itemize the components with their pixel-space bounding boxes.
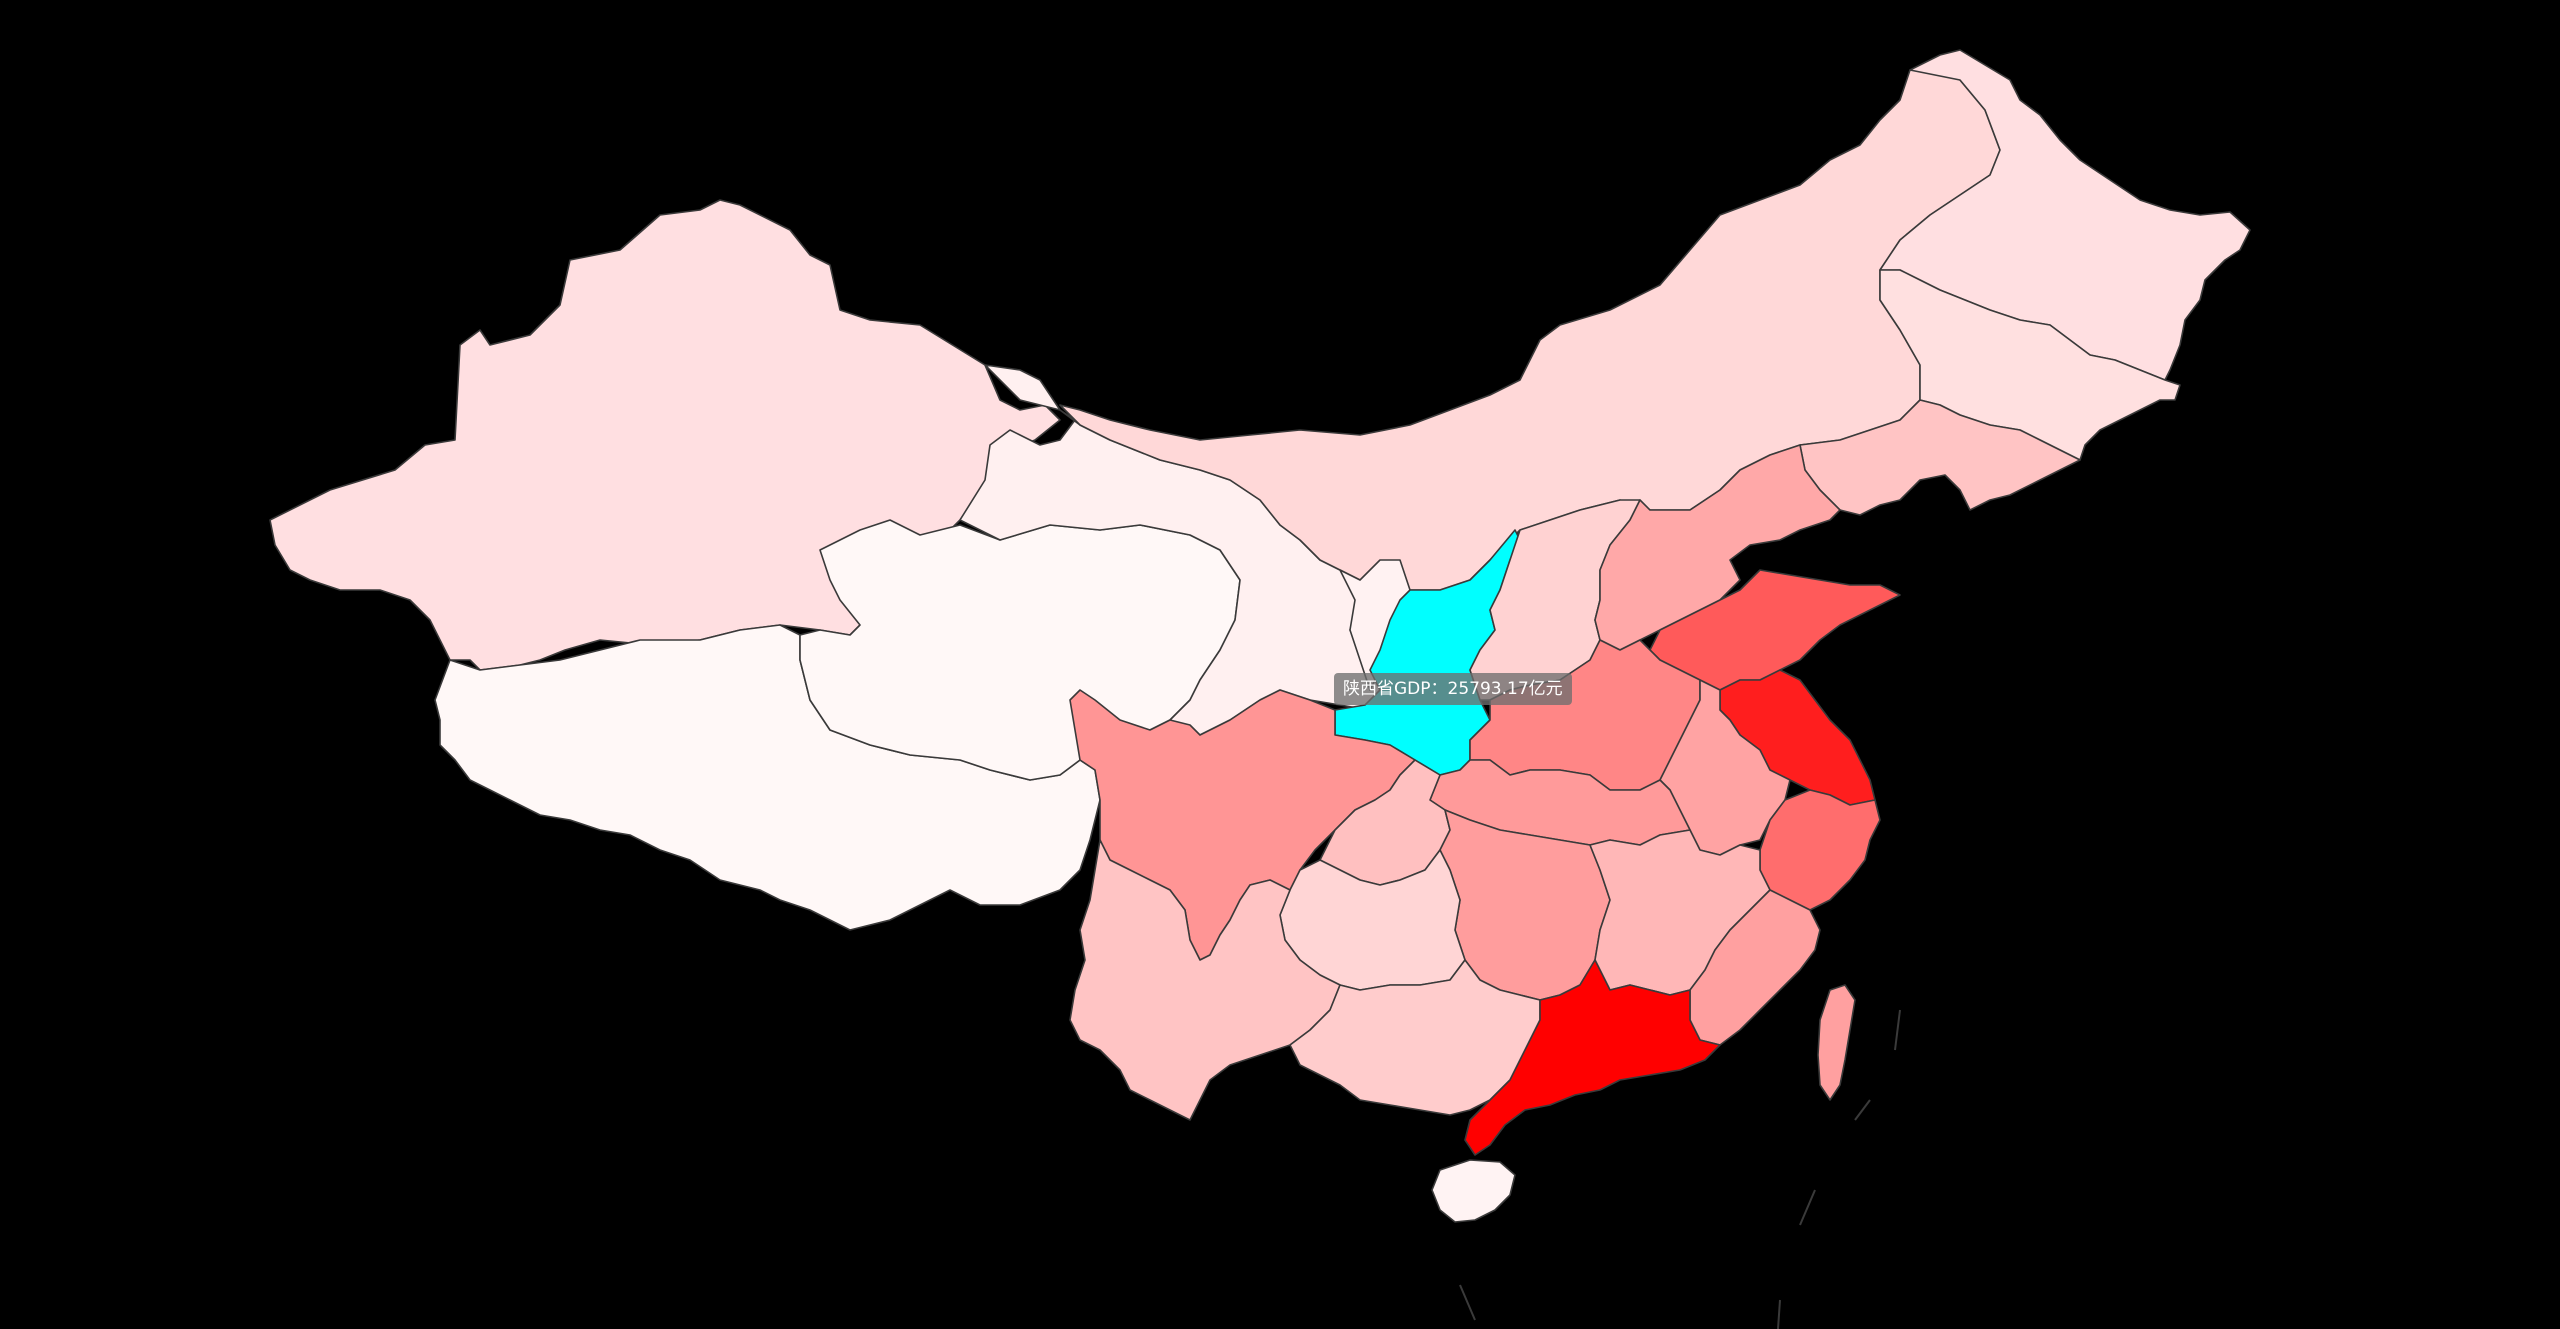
region-hainan[interactable] bbox=[1431, 1159, 1516, 1223]
region-tibet[interactable] bbox=[434, 624, 1101, 931]
region-fujian[interactable] bbox=[1689, 889, 1821, 1046]
region-liaoning[interactable] bbox=[1799, 399, 2081, 516]
region-heilongjiang[interactable] bbox=[1879, 49, 2251, 381]
region-zhejiang[interactable] bbox=[1759, 789, 1881, 911]
sea-boundary-3 bbox=[1799, 1189, 1816, 1226]
sea-boundary-1 bbox=[1894, 1009, 1901, 1051]
region-hebei[interactable] bbox=[1594, 444, 1841, 651]
region-tooltip: 陕西省GDP：25793.17亿元 bbox=[1334, 673, 1572, 705]
region-taiwan[interactable] bbox=[1817, 984, 1856, 1101]
sea-boundary-4 bbox=[1777, 1299, 1781, 1329]
sea-boundary-5 bbox=[1459, 1284, 1476, 1321]
region-guangdong[interactable] bbox=[1464, 959, 1721, 1156]
sea-boundary-2 bbox=[1854, 1099, 1871, 1121]
